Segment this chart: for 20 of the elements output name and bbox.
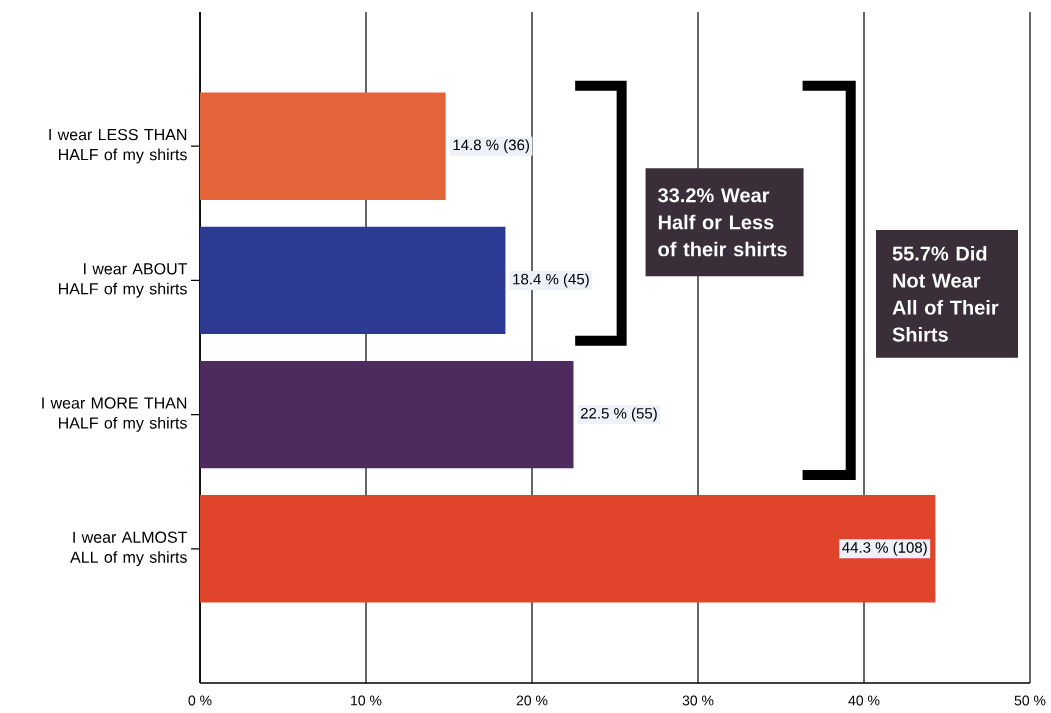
x-tick-label: 30 % xyxy=(682,695,714,706)
x-tick-label: 10 % xyxy=(351,695,382,706)
bar xyxy=(200,495,936,603)
data-label: 14.8 % (36) xyxy=(453,139,529,154)
x-tick-label: 50 % xyxy=(1014,695,1046,706)
data-label: 18.4 % (45) xyxy=(513,273,589,288)
bar xyxy=(200,226,506,335)
y-tick-label: I wear ALMOST ALL of my shirts xyxy=(70,531,188,567)
y-tick-label: I wear ABOUT HALF of my shirts xyxy=(58,263,188,298)
x-tick-label: 40 % xyxy=(848,695,880,706)
data-label: 44.3 % (108) xyxy=(842,541,927,556)
bar xyxy=(200,360,574,469)
x-tick-label: 0 % xyxy=(188,695,212,706)
x-tick-label: 20 % xyxy=(516,695,548,706)
annotation: 33.2% Wear Half or Less of their shirts xyxy=(658,188,787,257)
y-tick-label: I wear LESS THAN HALF of my shirts xyxy=(49,128,187,164)
y-tick-label: I wear MORE THAN HALF of my shirts xyxy=(42,397,187,432)
bar xyxy=(200,92,446,200)
annotation: 55.7% Did Not Wear All of Their Shirts xyxy=(892,245,999,342)
data-label: 22.5 % (55) xyxy=(580,407,657,422)
